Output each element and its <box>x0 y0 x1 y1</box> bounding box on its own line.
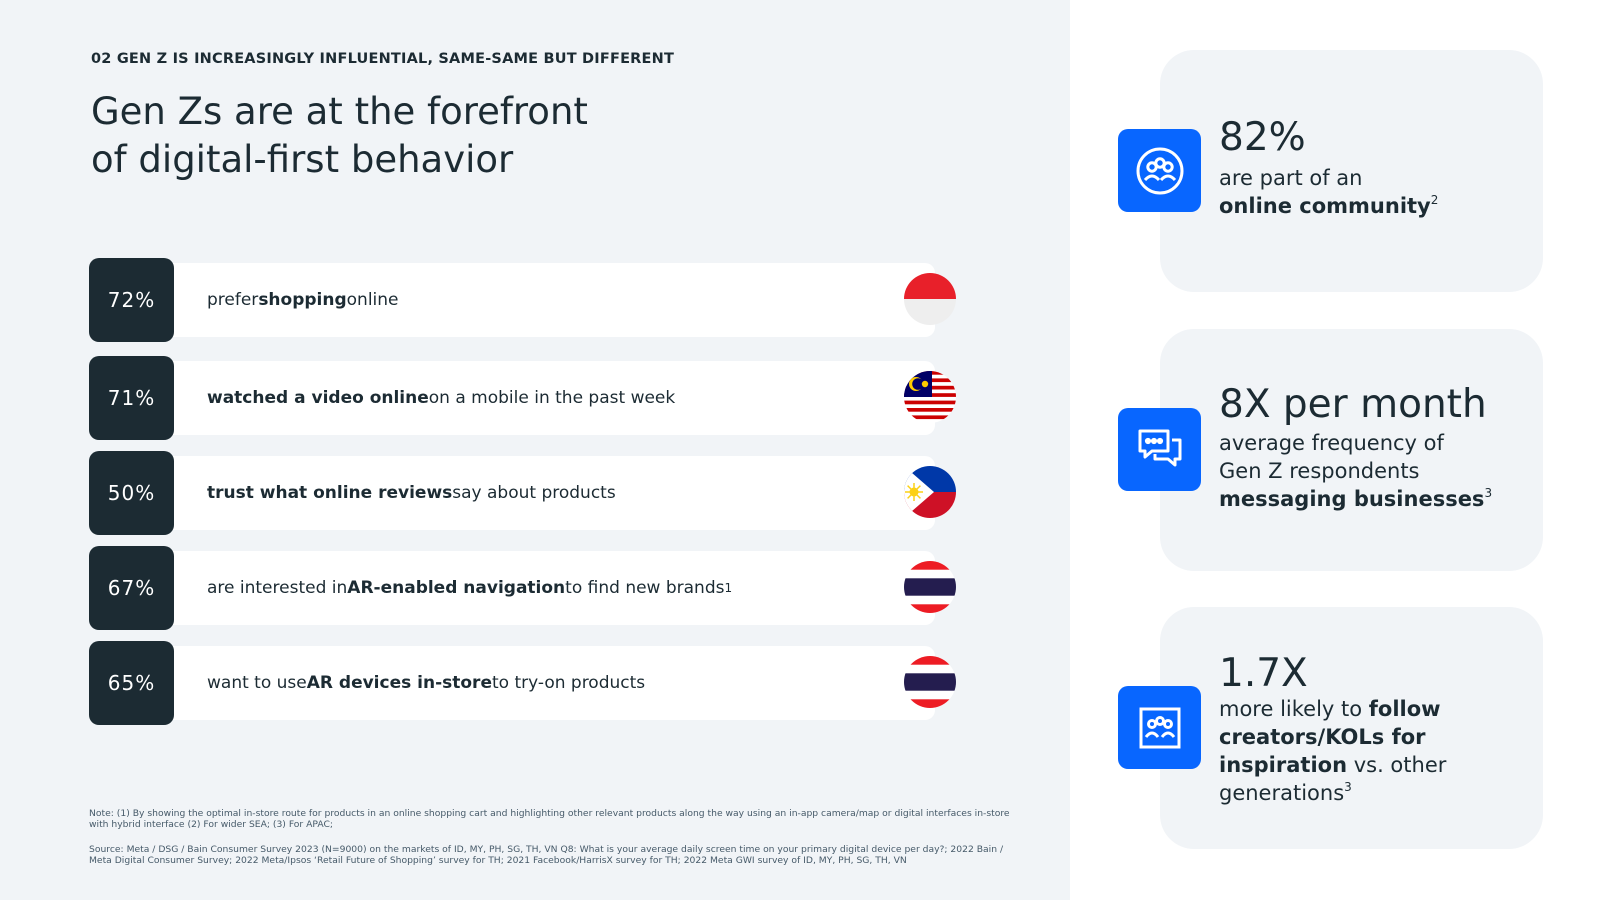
card-description: are part of an online community2 <box>1219 164 1519 220</box>
thailand-flag-icon <box>904 561 956 613</box>
stat-card-community <box>1160 50 1543 292</box>
chat-bubbles-icon <box>1118 408 1201 491</box>
desc-bold: shopping <box>258 290 347 310</box>
desc-bold: AR devices in-store <box>306 673 492 693</box>
card-bold: creators/KOLs for <box>1219 725 1426 749</box>
stat-card-creators <box>1160 607 1543 849</box>
desc-bold: trust what online reviews <box>207 483 453 503</box>
stat-bar <box>149 361 935 435</box>
stat-row-reviews: 50% trust what online reviews say about … <box>89 451 956 535</box>
footnotes: Note: (1) By showing the optimal in-stor… <box>89 808 1019 866</box>
desc-before: are interested in <box>207 578 348 598</box>
stat-value: 71% <box>89 356 174 440</box>
malaysia-flag-icon <box>904 371 956 423</box>
stat-value: 67% <box>89 546 174 630</box>
desc-bold: watched a video online <box>207 388 429 408</box>
stat-bar <box>149 456 935 530</box>
stat-bar <box>149 646 935 720</box>
left-panel <box>0 0 1070 900</box>
source-text: Source: Meta / DSG / Bain Consumer Surve… <box>89 844 1004 866</box>
stat-row-ar-navigation: 67% are interested in AR-enabled navigat… <box>89 546 956 630</box>
footnote-marker: 2 <box>1430 193 1439 207</box>
footnote-marker: 3 <box>1344 780 1352 794</box>
card-bold: inspiration <box>1219 753 1348 777</box>
stat-description: trust what online reviews say about prod… <box>207 451 847 535</box>
stat-description: want to use AR devices in-store to try-o… <box>207 641 847 725</box>
card-stat-value: 1.7X <box>1219 651 1308 696</box>
card-line: are part of an <box>1219 166 1363 190</box>
card-bold: messaging businesses <box>1219 487 1485 511</box>
desc-after: to try-on products <box>491 673 646 693</box>
title-line-1: Gen Zs are at the forefront <box>91 90 588 133</box>
creators-icon <box>1118 686 1201 769</box>
stat-value: 65% <box>89 641 174 725</box>
stat-bar <box>149 551 935 625</box>
thailand-flag-icon <box>904 656 956 708</box>
stat-bar <box>149 263 935 337</box>
card-bold: online community <box>1219 194 1431 218</box>
stat-description: prefer shopping online <box>207 258 847 342</box>
desc-after: on a mobile in the past week <box>428 388 676 408</box>
stat-row-ar-devices: 65% want to use AR devices in-store to t… <box>89 641 956 725</box>
desc-before: prefer <box>207 290 259 310</box>
stat-row-shopping: 72% prefer shopping online <box>89 258 956 342</box>
card-line: Gen Z respondents <box>1219 459 1420 483</box>
card-line: vs. other <box>1347 753 1447 777</box>
stat-description: are interested in AR-enabled navigation … <box>207 546 847 630</box>
card-description: more likely to follow creators/KOLs for … <box>1219 695 1519 807</box>
card-bold: follow <box>1368 697 1441 721</box>
card-line: average frequency of <box>1219 431 1444 455</box>
page-title: Gen Zs are at the forefront of digital-f… <box>91 88 791 184</box>
note-text: Note: (1) By showing the optimal in-stor… <box>89 808 1010 830</box>
card-line: more likely to <box>1219 697 1369 721</box>
desc-after: online <box>346 290 399 310</box>
card-description: average frequency of Gen Z respondents m… <box>1219 429 1519 513</box>
footnote-marker: 1 <box>724 581 733 595</box>
desc-before: want to use <box>207 673 307 693</box>
section-eyebrow: 02 GEN Z IS INCREASINGLY INFLUENTIAL, SA… <box>91 51 675 67</box>
title-line-2: of digital-first behavior <box>91 138 514 181</box>
community-icon <box>1118 129 1201 212</box>
desc-after: to find new brands <box>565 578 725 598</box>
footnote-marker: 3 <box>1484 486 1493 500</box>
card-line: generations <box>1219 781 1345 805</box>
stat-value: 72% <box>89 258 174 342</box>
stat-row-video: 71% watched a video online on a mobile i… <box>89 356 956 440</box>
indonesia-flag-icon <box>904 273 956 325</box>
stat-description: watched a video online on a mobile in th… <box>207 356 847 440</box>
philippines-flag-icon <box>904 466 956 518</box>
card-stat-value: 82% <box>1219 115 1306 160</box>
stat-card-messaging <box>1160 329 1543 571</box>
desc-bold: AR-enabled navigation <box>347 578 566 598</box>
card-stat-value: 8X per month <box>1219 382 1487 427</box>
stat-value: 50% <box>89 451 174 535</box>
desc-after: say about products <box>452 483 616 503</box>
